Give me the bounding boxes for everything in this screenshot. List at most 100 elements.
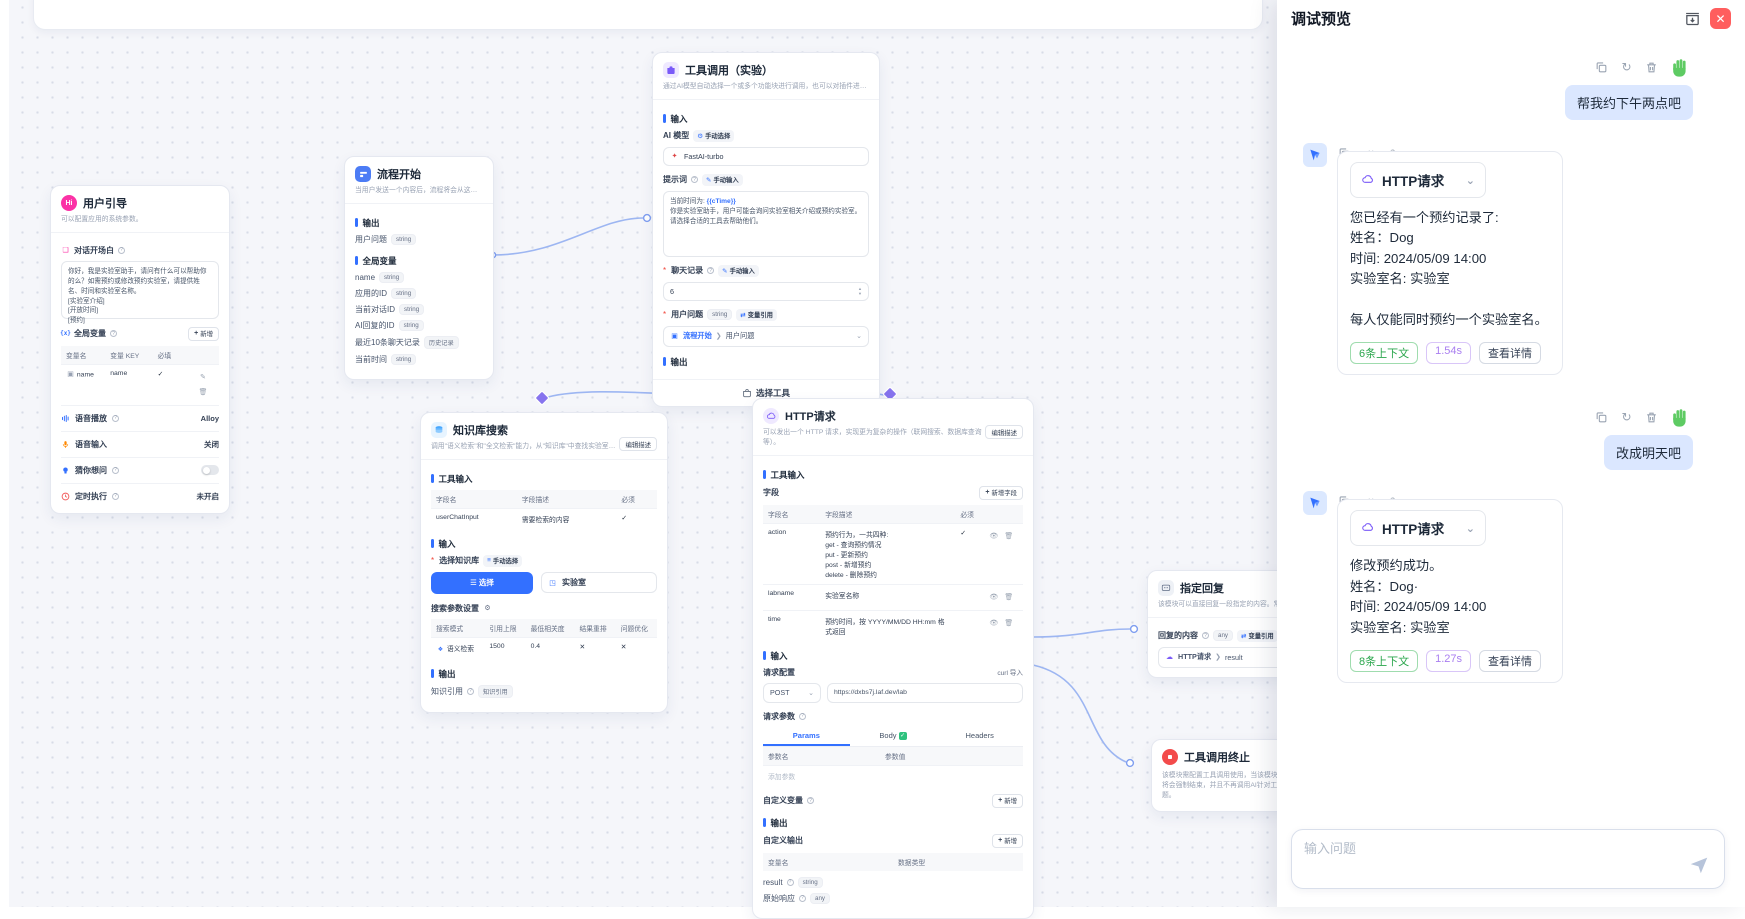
- retry-icon[interactable]: ↻: [1621, 410, 1632, 425]
- history-count-input[interactable]: 6 ▲ ▼: [663, 281, 869, 301]
- prompt-label: 提示词: [663, 175, 687, 185]
- node-title: 指定回复: [1180, 583, 1224, 595]
- context-count-badge[interactable]: 6条上下文: [1350, 342, 1419, 365]
- edit-desc-button[interactable]: 编辑描述: [985, 425, 1023, 439]
- info-icon: [112, 492, 119, 500]
- delete-icon[interactable]: 🗑: [1004, 594, 1014, 602]
- node-user-guide[interactable]: Hi 用户引导 可以配置应用的系统参数。 ❑ 对话开场白 你好，我是实验室助手，…: [50, 185, 230, 514]
- node-title: 用户引导: [83, 198, 127, 210]
- url-input[interactable]: https://dxbs7j.laf.dev/lab: [827, 682, 1023, 703]
- type-badge: string: [391, 233, 417, 245]
- question-source-select[interactable]: ▣ 流程开始 ❯ 用户问题 ⌄: [663, 325, 869, 347]
- guess-toggle[interactable]: [201, 465, 219, 476]
- guess-question-row[interactable]: 猜你想问: [61, 456, 219, 483]
- latency-badge[interactable]: 1.54s: [1426, 342, 1472, 365]
- tab-body[interactable]: Body ✓: [879, 730, 907, 740]
- info-icon: [467, 687, 474, 695]
- welcome-textarea[interactable]: 你好，我是实验室助手，请问有什么可以帮助你的么？如需预约或修改预约实验室，请提供…: [61, 260, 219, 324]
- chat-input-box[interactable]: [1291, 829, 1725, 889]
- add-output-button[interactable]: 新增: [992, 833, 1023, 848]
- retry-icon[interactable]: ↻: [1621, 60, 1632, 74]
- source-field: 用户问题: [725, 331, 755, 341]
- flow-canvas[interactable]: Hi 用户引导 可以配置应用的系统参数。 ❑ 对话开场白 你好，我是实验室助手，…: [0, 0, 1357, 919]
- type-badge: string: [399, 303, 425, 315]
- chat-input[interactable]: [1304, 841, 1678, 856]
- bot-response-card: HTTP请求 ⌄ 您已经有一个预约记录了: 姓名：Dog 时间: 2024/05…: [1337, 151, 1563, 376]
- add-custom-var-button[interactable]: 新增: [992, 793, 1023, 808]
- node-title: 工具调用（实验）: [685, 65, 773, 77]
- node-flow-start[interactable]: 流程开始 当用户发送一个内容后，流程将会从这个模块开始执行。 输出 用户问题 st…: [344, 156, 494, 380]
- output-table: 变量名 数据类型: [763, 852, 1023, 871]
- add-variable-button[interactable]: 新增: [188, 326, 219, 341]
- delete-icon[interactable]: 🗑: [198, 389, 208, 397]
- bot-response-card: HTTP请求 ⌄ 修改预约成功。 姓名：Dog· 时间: 2024/05/09 …: [1337, 499, 1563, 684]
- delete-icon[interactable]: [1644, 60, 1659, 75]
- eye-icon[interactable]: 👁: [989, 533, 999, 541]
- node-tool-call[interactable]: 工具调用（实验） 通过AI模型自动选择一个或多个功能块进行调用，也可以对插件进行…: [652, 52, 880, 407]
- prompt-textarea[interactable]: 当前时间为: {{cTime}} 你是实验室助手，用户可能会询问实验室相关介绍或…: [663, 190, 869, 257]
- add-param-placeholder[interactable]: 添加参数: [763, 764, 880, 786]
- global-vars-section-label: 全局变量: [355, 255, 483, 267]
- stepper-icon[interactable]: ▲ ▼: [858, 285, 862, 296]
- send-icon[interactable]: [1686, 852, 1712, 878]
- tab-params[interactable]: Params: [763, 727, 850, 746]
- delete-icon[interactable]: 🗑: [1004, 620, 1014, 628]
- col-var-key: 变量 KEY: [105, 345, 153, 365]
- quote-label: 知识引用: [431, 686, 463, 696]
- select-kb-button[interactable]: ☰ 选择: [431, 571, 533, 594]
- table-row[interactable]: 添加参数: [763, 764, 1023, 786]
- view-detail-button[interactable]: 查看详情: [1479, 650, 1542, 673]
- edit-icon[interactable]: ✎: [200, 374, 206, 382]
- ai-model-select[interactable]: ✦ FastAI-turbo: [663, 146, 869, 166]
- bot-message: HTTP请求 ⌄ 修改预约成功。 姓名：Dog· 时间: 2024/05/09 …: [1303, 491, 1693, 684]
- tts-row[interactable]: 语音播放 Alloy: [61, 404, 219, 431]
- tool-run-select[interactable]: HTTP请求 ⌄: [1350, 510, 1486, 547]
- tab-headers[interactable]: Headers: [965, 730, 994, 740]
- flow-start-icon: [355, 166, 371, 182]
- latency-badge[interactable]: 1.27s: [1426, 650, 1472, 673]
- panel-title: 调试预览: [1291, 11, 1352, 28]
- kb-chip[interactable]: ◳ 实验室: [541, 572, 657, 594]
- bot-line: 您已经有一个预约记录了:: [1350, 210, 1499, 225]
- timer-row[interactable]: 定时执行 未开启: [61, 482, 219, 504]
- guess-label: 猜你想问: [75, 465, 107, 475]
- global-var: 当前对话ID: [355, 304, 395, 314]
- node-http-request[interactable]: HTTP请求 可以发出一个 HTTP 请求，实现更为复杂的操作（联网搜索、数据库…: [752, 398, 1034, 919]
- gear-icon[interactable]: ⚙: [484, 605, 491, 613]
- chat-history[interactable]: ↻ 帮我约下午两点吧 ✎ HTTP请求 ⌄: [1277, 37, 1745, 823]
- delete-icon[interactable]: [1644, 410, 1659, 425]
- microphone-icon: [62, 440, 69, 448]
- eye-icon[interactable]: 👁: [989, 594, 999, 602]
- delete-icon[interactable]: 🗑: [1004, 533, 1014, 541]
- edit-desc-button[interactable]: 编辑描述: [619, 437, 657, 451]
- copy-icon[interactable]: [1594, 60, 1609, 75]
- node-knowledge-search[interactable]: 知识库搜索 调用"语义检索"和"全文检索"能力，从"知识库"中查找实验室介绍和使…: [420, 412, 668, 713]
- method-select[interactable]: POST ⌄: [763, 682, 821, 703]
- copy-icon[interactable]: [1594, 410, 1609, 425]
- curl-import-link[interactable]: curl 导入: [997, 670, 1023, 678]
- manual-select-badge: ≡ 手动选择: [483, 554, 523, 567]
- view-detail-button[interactable]: 查看详情: [1479, 342, 1542, 365]
- flow-start-ref-icon: ▣: [671, 333, 678, 341]
- add-field-button[interactable]: 新增字段: [979, 485, 1023, 500]
- context-count-badge[interactable]: 8条上下文: [1350, 650, 1419, 673]
- eye-icon[interactable]: 👁: [989, 620, 999, 628]
- info-icon: [110, 330, 117, 338]
- close-icon[interactable]: ✕: [1710, 8, 1731, 29]
- var-name: name: [76, 371, 94, 379]
- global-var: AI回复的ID: [355, 320, 395, 330]
- export-chat-icon[interactable]: [1682, 9, 1702, 29]
- type-badge: string: [797, 876, 823, 888]
- http-tool-icon: [1362, 523, 1373, 532]
- http-tool-icon: [1362, 175, 1373, 183]
- tool-run-select[interactable]: HTTP请求 ⌄: [1350, 162, 1486, 198]
- output-var: 原始响应: [763, 893, 795, 903]
- source-node: HTTP请求: [1178, 652, 1212, 662]
- kb-folder-icon: ◳: [549, 579, 556, 587]
- info-icon: [799, 712, 806, 720]
- col-mode: 搜索模式: [431, 618, 485, 638]
- field-desc: 实验室名称: [820, 583, 956, 611]
- node-title: 工具调用终止: [1184, 752, 1250, 764]
- stt-row[interactable]: 语音输入 关闭: [61, 430, 219, 457]
- user-guide-icon: Hi: [61, 195, 77, 211]
